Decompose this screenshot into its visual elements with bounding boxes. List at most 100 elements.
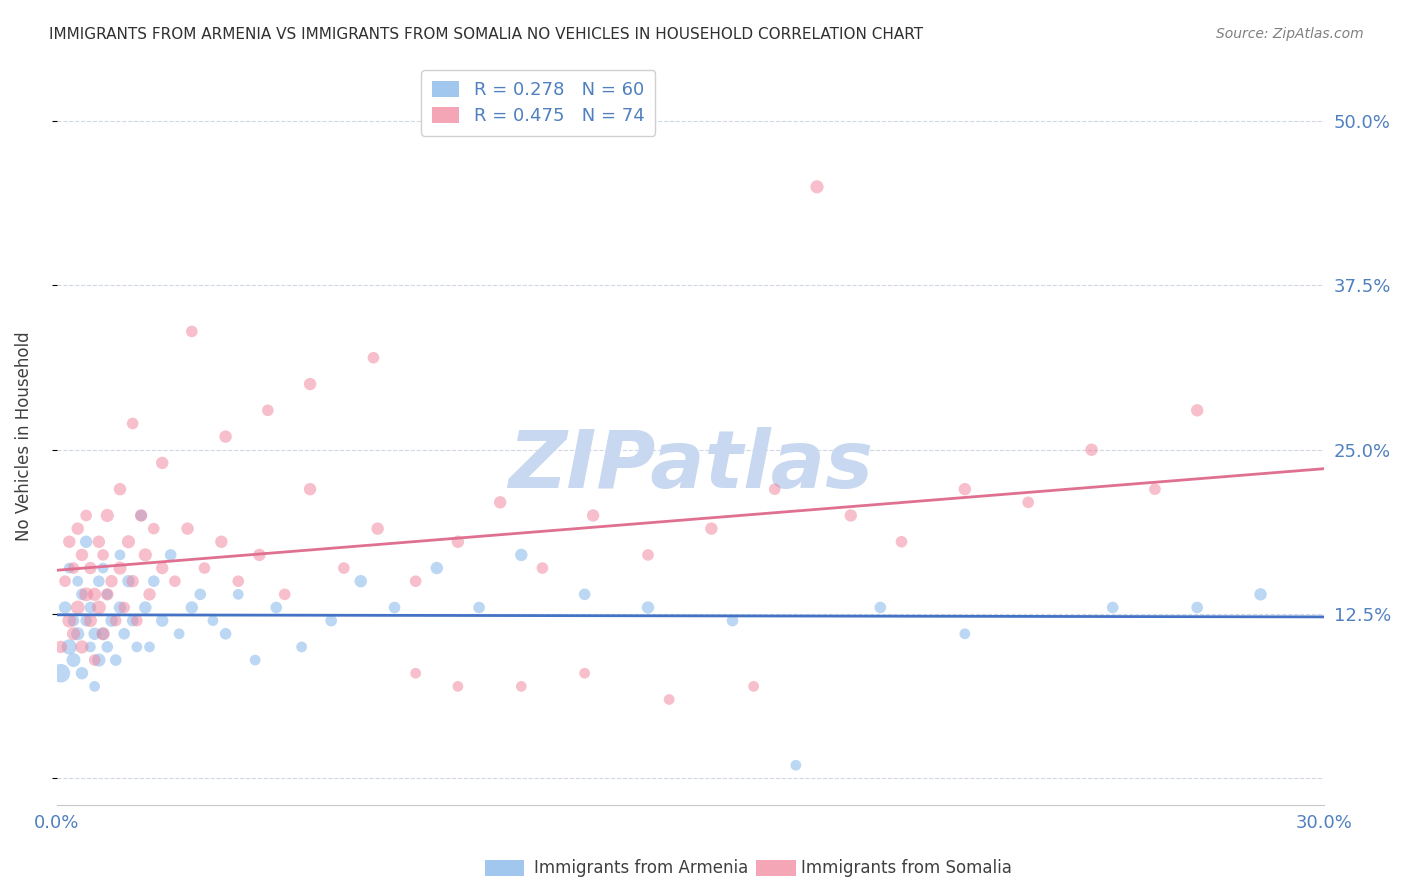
Point: [91, 561, 114, 575]
Point: [62, 627, 84, 641]
Point: [226, 587, 249, 601]
Point: [53, 574, 76, 589]
Point: [87, 574, 110, 589]
Point: [256, 403, 278, 417]
Point: [125, 614, 148, 628]
Point: [637, 548, 659, 562]
Point: [66, 574, 89, 589]
Point: [658, 692, 681, 706]
Point: [582, 508, 605, 523]
Point: [299, 482, 322, 496]
Y-axis label: No Vehicles in Household: No Vehicles in Household: [15, 332, 32, 541]
Point: [1080, 442, 1102, 457]
Point: [637, 600, 659, 615]
Point: [299, 377, 322, 392]
Point: [209, 534, 232, 549]
Point: [83, 587, 105, 601]
Point: [134, 548, 156, 562]
Point: [66, 522, 89, 536]
Point: [321, 614, 343, 628]
Point: [53, 600, 76, 615]
Point: [1143, 482, 1166, 496]
Point: [49, 666, 72, 681]
Point: [87, 534, 110, 549]
Point: [96, 587, 118, 601]
Point: [405, 666, 427, 681]
Point: [79, 640, 101, 654]
Point: [129, 508, 152, 523]
Point: [75, 614, 97, 628]
Point: [574, 587, 596, 601]
Point: [117, 574, 139, 589]
Point: [75, 534, 97, 549]
Text: ZIPatlas: ZIPatlas: [508, 427, 873, 505]
Point: [180, 325, 202, 339]
Point: [350, 574, 373, 589]
Point: [66, 627, 89, 641]
Point: [117, 534, 139, 549]
Point: [226, 574, 249, 589]
Point: [384, 600, 406, 615]
Point: [700, 522, 723, 536]
Point: [201, 614, 224, 628]
Point: [96, 587, 118, 601]
Text: Source: ZipAtlas.com: Source: ZipAtlas.com: [1216, 27, 1364, 41]
Text: IMMIGRANTS FROM ARMENIA VS IMMIGRANTS FROM SOMALIA NO VEHICLES IN HOUSEHOLD CORR: IMMIGRANTS FROM ARMENIA VS IMMIGRANTS FR…: [49, 27, 924, 42]
Point: [62, 561, 84, 575]
Point: [108, 548, 131, 562]
Point: [121, 614, 143, 628]
Point: [138, 587, 160, 601]
Point: [785, 758, 807, 772]
Point: [188, 587, 211, 601]
Point: [163, 574, 186, 589]
Point: [134, 600, 156, 615]
Point: [142, 522, 165, 536]
Point: [83, 679, 105, 693]
Point: [489, 495, 512, 509]
Point: [70, 640, 93, 654]
Point: [510, 548, 533, 562]
Point: [176, 522, 198, 536]
Point: [49, 640, 72, 654]
Point: [79, 614, 101, 628]
Point: [363, 351, 385, 365]
Point: [83, 627, 105, 641]
Point: [96, 640, 118, 654]
Point: [108, 561, 131, 575]
Point: [150, 456, 173, 470]
Point: [721, 614, 744, 628]
Point: [70, 548, 93, 562]
Point: [367, 522, 389, 536]
Point: [243, 653, 266, 667]
Point: [159, 548, 181, 562]
Point: [531, 561, 554, 575]
Point: [104, 653, 127, 667]
Point: [264, 600, 287, 615]
Point: [142, 574, 165, 589]
Point: [121, 417, 143, 431]
Point: [112, 600, 135, 615]
Point: [574, 666, 596, 681]
Point: [96, 508, 118, 523]
Point: [953, 482, 976, 496]
Text: Immigrants from Somalia: Immigrants from Somalia: [801, 859, 1012, 877]
Point: [87, 653, 110, 667]
Point: [426, 561, 449, 575]
Point: [70, 666, 93, 681]
Point: [83, 653, 105, 667]
Point: [75, 587, 97, 601]
Point: [890, 534, 912, 549]
Point: [291, 640, 314, 654]
Point: [58, 640, 80, 654]
Point: [58, 534, 80, 549]
Point: [91, 627, 114, 641]
Point: [180, 600, 202, 615]
Point: [193, 561, 215, 575]
Point: [869, 600, 891, 615]
Point: [405, 574, 427, 589]
Point: [79, 600, 101, 615]
Point: [763, 482, 786, 496]
Point: [953, 627, 976, 641]
Text: Immigrants from Armenia: Immigrants from Armenia: [534, 859, 748, 877]
Point: [150, 614, 173, 628]
